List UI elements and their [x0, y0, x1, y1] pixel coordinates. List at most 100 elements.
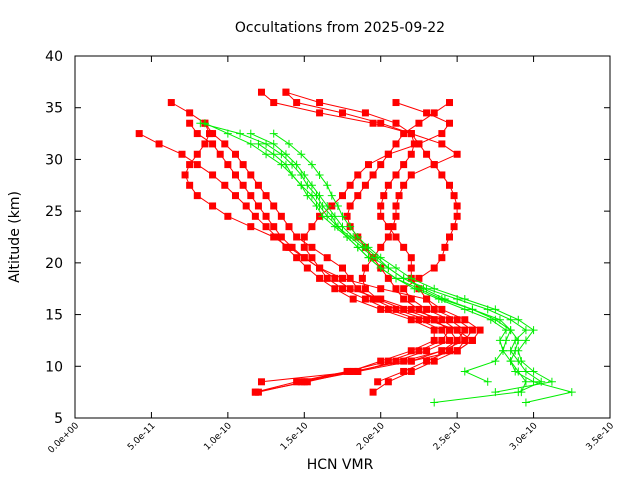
- data-point-square: [446, 181, 453, 189]
- data-point-square: [438, 254, 446, 262]
- data-point-square: [181, 171, 189, 179]
- data-point-plus: [262, 139, 271, 148]
- series-line: [346, 102, 458, 383]
- data-point-square: [438, 347, 446, 355]
- data-point-square: [453, 316, 461, 324]
- data-point-square: [186, 181, 194, 189]
- data-point-square: [461, 336, 469, 344]
- data-point-square: [297, 378, 305, 386]
- data-point-square: [155, 140, 163, 148]
- data-point-square: [430, 336, 438, 344]
- data-point-plus: [486, 315, 495, 324]
- data-point-square: [346, 285, 354, 293]
- series-layer: [135, 88, 576, 407]
- data-point-square: [446, 326, 453, 334]
- data-point-square: [216, 150, 224, 158]
- data-point-square: [423, 347, 431, 355]
- data-point-square: [377, 243, 385, 251]
- data-point-plus: [419, 284, 428, 293]
- data-point-square: [257, 378, 265, 386]
- plot-area-border: [74, 55, 611, 419]
- data-point-square: [392, 233, 400, 241]
- data-point-plus: [511, 336, 520, 345]
- data-point-square: [450, 192, 458, 200]
- data-point-square: [395, 192, 403, 200]
- data-point-square: [339, 274, 346, 282]
- data-point-square: [270, 202, 278, 210]
- data-point-square: [423, 316, 431, 324]
- data-point-square: [400, 305, 408, 313]
- data-point-plus: [346, 222, 355, 231]
- data-point-square: [346, 274, 354, 282]
- data-point-square: [339, 285, 346, 293]
- data-point-square: [339, 264, 346, 272]
- data-point-square: [349, 295, 357, 303]
- profile-series: [196, 119, 576, 407]
- data-point-square: [364, 161, 372, 169]
- data-point-square: [430, 264, 438, 272]
- data-point-square: [361, 109, 369, 117]
- data-point-square: [407, 295, 415, 303]
- data-point-square: [316, 99, 324, 107]
- data-point-square: [167, 99, 175, 107]
- data-point-square: [423, 109, 431, 117]
- data-point-plus: [269, 150, 278, 159]
- data-point-square: [453, 202, 461, 210]
- data-point-square: [423, 150, 431, 158]
- data-point-square: [331, 285, 339, 293]
- data-point-square: [209, 130, 217, 138]
- data-point-square: [221, 140, 229, 148]
- data-point-square: [374, 295, 382, 303]
- x-tick-label: 3.0e-10: [508, 421, 540, 453]
- data-point-square: [377, 357, 385, 365]
- data-point-square: [343, 367, 351, 375]
- data-point-plus: [236, 129, 245, 138]
- data-point-square: [186, 119, 194, 127]
- data-point-square: [224, 161, 232, 169]
- data-point-square: [400, 367, 408, 375]
- data-point-square: [247, 223, 255, 231]
- y-axis-label: Altitude (km): [7, 191, 23, 283]
- data-point-plus: [514, 346, 523, 355]
- data-point-square: [423, 295, 431, 303]
- data-point-square: [377, 161, 385, 169]
- data-point-plus: [297, 181, 306, 190]
- data-point-square: [446, 233, 453, 241]
- data-point-square: [407, 347, 415, 355]
- data-point-square: [201, 140, 209, 148]
- data-point-square: [377, 212, 385, 220]
- data-point-square: [369, 388, 377, 396]
- data-point-square: [247, 171, 255, 179]
- data-point-plus: [376, 264, 385, 273]
- data-point-plus: [521, 336, 530, 345]
- data-point-square: [392, 305, 400, 313]
- data-point-plus: [529, 367, 538, 376]
- data-point-square: [438, 305, 446, 313]
- data-point-plus: [430, 284, 439, 293]
- data-point-plus: [521, 326, 530, 335]
- data-point-square: [361, 295, 369, 303]
- series-line: [138, 133, 435, 383]
- x-tick-label: 1.5e-10: [279, 421, 311, 453]
- data-point-plus: [254, 139, 263, 148]
- data-point-plus: [364, 253, 373, 262]
- data-point-square: [270, 99, 278, 107]
- data-point-square: [407, 316, 415, 324]
- data-point-square: [392, 140, 400, 148]
- data-point-square: [384, 223, 392, 231]
- data-point-square: [377, 285, 385, 293]
- data-point-square: [262, 223, 270, 231]
- data-point-square: [282, 88, 290, 96]
- data-point-square: [423, 305, 431, 313]
- data-point-square: [273, 233, 281, 241]
- data-point-square: [186, 161, 194, 169]
- data-point-plus: [303, 191, 312, 200]
- data-point-plus: [376, 253, 385, 262]
- data-point-square: [400, 285, 408, 293]
- data-point-square: [262, 212, 270, 220]
- data-point-square: [392, 171, 400, 179]
- data-point-square: [300, 233, 308, 241]
- data-point-square: [415, 305, 423, 313]
- y-tick-label: 10: [45, 359, 63, 375]
- y-tick-label: 35: [45, 101, 63, 117]
